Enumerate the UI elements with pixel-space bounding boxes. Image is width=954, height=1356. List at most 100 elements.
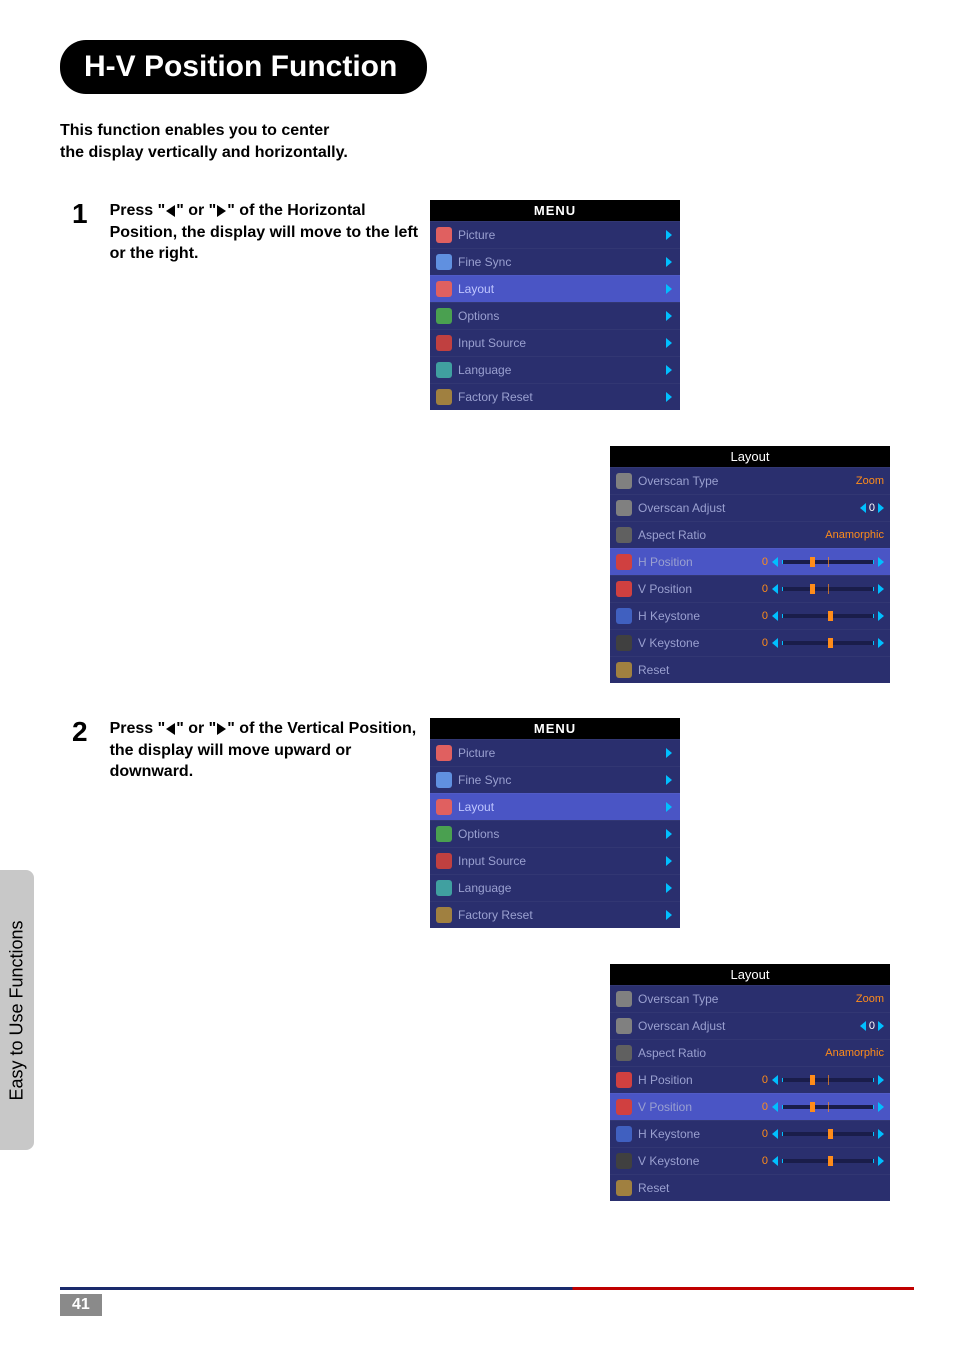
layout-item-icon [616, 581, 632, 597]
menu-item-layout[interactable]: Layout [430, 793, 680, 820]
menu-item-label: Language [458, 363, 511, 377]
menu-item-label: Factory Reset [458, 908, 533, 922]
page-number: 41 [60, 1294, 102, 1316]
intro-text: This function enables you to center the … [60, 120, 914, 163]
layout-item-overscan-adjust[interactable]: Overscan Adjust0 [610, 1012, 890, 1039]
menu-item-label: Picture [458, 746, 495, 760]
layout-item-icon [616, 1180, 632, 1196]
menu-item-icon [436, 745, 452, 761]
chevron-right-icon [666, 338, 672, 348]
menu-item-label: Fine Sync [458, 773, 511, 787]
layout-item-v-position[interactable]: V Position0 [610, 1093, 890, 1120]
layout-item-icon [616, 662, 632, 678]
sidebar-tab: Easy to Use Functions [0, 870, 34, 1150]
menu-header: MENU [430, 200, 680, 221]
menu-item-icon [436, 772, 452, 788]
layout-item-v-keystone[interactable]: V Keystone0 [610, 629, 890, 656]
menu-item-options[interactable]: Options [430, 820, 680, 847]
layout-item-label: Overscan Type [638, 992, 718, 1006]
layout-item-label: H Keystone [638, 609, 700, 623]
layout-item-label: H Keystone [638, 1127, 700, 1141]
layout-submenu-1: Layout Overscan TypeZoomOverscan Adjust0… [610, 446, 890, 683]
menu-item-layout[interactable]: Layout [430, 275, 680, 302]
sidebar-tab-label: Easy to Use Functions [7, 920, 28, 1100]
layout-item-icon [616, 527, 632, 543]
layout-item-label: Reset [638, 663, 669, 677]
step-2-number: 2 [72, 718, 88, 746]
layout-item-label: Overscan Adjust [638, 501, 725, 515]
layout-item-icon [616, 473, 632, 489]
menu-item-icon [436, 227, 452, 243]
layout-item-icon [616, 608, 632, 624]
layout-item-aspect-ratio[interactable]: Aspect RatioAnamorphic [610, 521, 890, 548]
menu-item-label: Picture [458, 228, 495, 242]
chevron-right-icon [666, 802, 672, 812]
menu-item-input-source[interactable]: Input Source [430, 329, 680, 356]
layout-item-overscan-type[interactable]: Overscan TypeZoom [610, 985, 890, 1012]
menu-item-language[interactable]: Language [430, 356, 680, 383]
layout-item-icon [616, 1126, 632, 1142]
menu-item-label: Layout [458, 282, 494, 296]
step-1-text: Press "" or "" of the Horizontal Positio… [110, 200, 420, 265]
menu-item-fine-sync[interactable]: Fine Sync [430, 766, 680, 793]
layout-item-h-position[interactable]: H Position0 [610, 548, 890, 575]
menu-item-icon [436, 281, 452, 297]
menu-item-icon [436, 362, 452, 378]
step-2: 2 Press "" or "" of the Vertical Positio… [72, 718, 420, 783]
layout-item-label: Overscan Adjust [638, 1019, 725, 1033]
menu-item-icon [436, 335, 452, 351]
layout-item-label: H Position [638, 1073, 693, 1087]
layout-item-icon [616, 1045, 632, 1061]
chevron-right-icon [666, 284, 672, 294]
layout-submenu-2: Layout Overscan TypeZoomOverscan Adjust0… [610, 964, 890, 1201]
layout-item-h-keystone[interactable]: H Keystone0 [610, 602, 890, 629]
step-1-number: 1 [72, 200, 88, 228]
chevron-right-icon [666, 392, 672, 402]
layout-item-icon [616, 500, 632, 516]
arrow-right-icon [217, 205, 226, 217]
menu-items-1: Picture Fine Sync Layout OptionsInput Sourc… [430, 221, 680, 410]
layout-item-icon [616, 1153, 632, 1169]
layout-item-v-keystone[interactable]: V Keystone0 [610, 1147, 890, 1174]
menu-item-language[interactable]: Language [430, 874, 680, 901]
layout-item-label: V Position [638, 582, 692, 596]
menu-item-icon [436, 826, 452, 842]
menu-item-icon [436, 389, 452, 405]
menu-item-input-source[interactable]: Input Source [430, 847, 680, 874]
layout-item-icon [616, 1072, 632, 1088]
chevron-right-icon [666, 910, 672, 920]
menu-item-fine-sync[interactable]: Fine Sync [430, 248, 680, 275]
chevron-right-icon [666, 883, 672, 893]
layout-item-reset[interactable]: Reset [610, 656, 890, 683]
layout-item-icon [616, 554, 632, 570]
layout-item-overscan-adjust[interactable]: Overscan Adjust0 [610, 494, 890, 521]
main-menu-2: MENU PictureFine SyncLayoutOptionsInput … [430, 718, 680, 928]
page-title: H-V Position Function [60, 40, 427, 94]
chevron-right-icon [666, 311, 672, 321]
menu-item-picture[interactable]: Picture [430, 221, 680, 248]
layout-item-label: Reset [638, 1181, 669, 1195]
layout-item-icon [616, 635, 632, 651]
menu-item-options[interactable]: Options [430, 302, 680, 329]
layout-item-reset[interactable]: Reset [610, 1174, 890, 1201]
step-1: 1 Press "" or "" of the Horizontal Posit… [72, 200, 420, 265]
intro-line-2: the display vertically and horizontally. [60, 144, 348, 161]
menu-item-factory-reset[interactable]: Factory Reset [430, 383, 680, 410]
layout-item-v-position[interactable]: V Position0 [610, 575, 890, 602]
menu-item-label: Fine Sync [458, 255, 511, 269]
layout-item-h-keystone[interactable]: H Keystone0 [610, 1120, 890, 1147]
layout-item-overscan-type[interactable]: Overscan TypeZoom [610, 467, 890, 494]
menu-item-factory-reset[interactable]: Factory Reset [430, 901, 680, 928]
arrow-left-icon [166, 205, 175, 217]
layout-item-aspect-ratio[interactable]: Aspect RatioAnamorphic [610, 1039, 890, 1066]
menu-item-icon [436, 799, 452, 815]
chevron-right-icon [666, 257, 672, 267]
menu-item-icon [436, 254, 452, 270]
layout-item-label: V Keystone [638, 636, 699, 650]
menu-item-picture[interactable]: Picture [430, 739, 680, 766]
menu-item-icon [436, 907, 452, 923]
layout-item-h-position[interactable]: H Position0 [610, 1066, 890, 1093]
layout-item-label: V Position [638, 1100, 692, 1114]
menu-item-icon [436, 308, 452, 324]
layout-item-icon [616, 1018, 632, 1034]
